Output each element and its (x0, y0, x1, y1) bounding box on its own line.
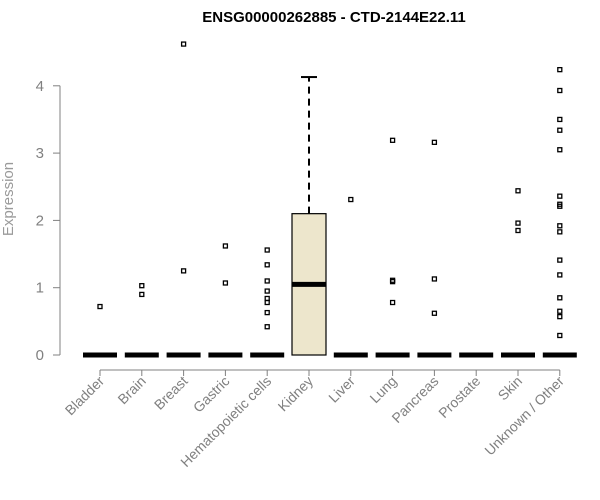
outlier-point (139, 283, 145, 289)
y-tick-label: 4 (36, 78, 44, 95)
outlier-point (264, 324, 270, 330)
outlier-point (557, 223, 563, 229)
outlier-point (180, 41, 187, 47)
outlier-point (515, 188, 521, 194)
x-tick-label: Brain (114, 373, 148, 407)
outlier-point (557, 127, 563, 133)
outlier-point (557, 87, 563, 94)
outlier-point (180, 268, 187, 274)
outlier-point (557, 257, 563, 263)
outlier-point (557, 66, 563, 73)
outlier-point (389, 277, 396, 283)
outlier-point (97, 303, 103, 310)
x-tick-label: Lung (366, 373, 399, 406)
outlier-point (557, 295, 563, 301)
y-tick-label: 0 (36, 347, 44, 364)
outlier-point (389, 299, 396, 306)
box-group (375, 137, 410, 358)
outlier-point (348, 196, 354, 203)
box-group (417, 139, 452, 358)
outlier-point (557, 313, 563, 320)
outlier-point (431, 310, 438, 316)
box-group (501, 188, 535, 358)
x-tick-label: Skin (495, 373, 526, 404)
x-tick-label: Liver (325, 373, 358, 406)
outlier-point (431, 139, 438, 145)
outlier-point (557, 116, 563, 123)
y-tick-label: 1 (36, 280, 44, 297)
outlier-point (139, 291, 145, 298)
outlier-point (557, 272, 563, 278)
outlier-point (264, 295, 270, 302)
outlier-point (515, 220, 521, 226)
outlier-point (264, 262, 270, 268)
y-axis: 0 1 2 3 4 (36, 78, 61, 364)
x-tick-label: Bladder (62, 373, 108, 419)
outlier-point (222, 280, 229, 286)
outlier-point (557, 332, 563, 339)
outlier-point (557, 308, 563, 314)
y-tick-label: 3 (36, 145, 44, 162)
box-group (166, 41, 201, 358)
box-group (333, 196, 368, 358)
outlier-point (431, 276, 438, 282)
chart-title: ENSG00000262885 - CTD-2144E22.11 (202, 9, 466, 26)
x-tick-label: Prostate (435, 373, 483, 421)
x-tick-label: Breast (151, 373, 191, 413)
x-tick-label: Kidney (275, 373, 317, 415)
box-group (250, 247, 285, 358)
outlier-point (264, 309, 270, 316)
outlier-point (264, 288, 270, 294)
box-group (83, 303, 117, 358)
outlier-point (557, 193, 563, 199)
outlier-point (389, 137, 396, 143)
y-axis-label: Expression (0, 162, 17, 236)
outlier-point (264, 278, 270, 284)
box-group (208, 243, 243, 358)
outlier-point (264, 247, 270, 253)
box-group (124, 283, 159, 358)
box-group (291, 76, 327, 356)
y-tick-label: 2 (36, 212, 44, 229)
x-tick-label: Unknown / Other (481, 373, 567, 459)
outlier-point (557, 229, 563, 235)
box-group (542, 66, 577, 358)
outlier-point (222, 243, 229, 249)
plot-area (83, 41, 577, 358)
outlier-point (557, 147, 563, 153)
outlier-point (515, 227, 521, 234)
outlier-point (557, 201, 563, 207)
